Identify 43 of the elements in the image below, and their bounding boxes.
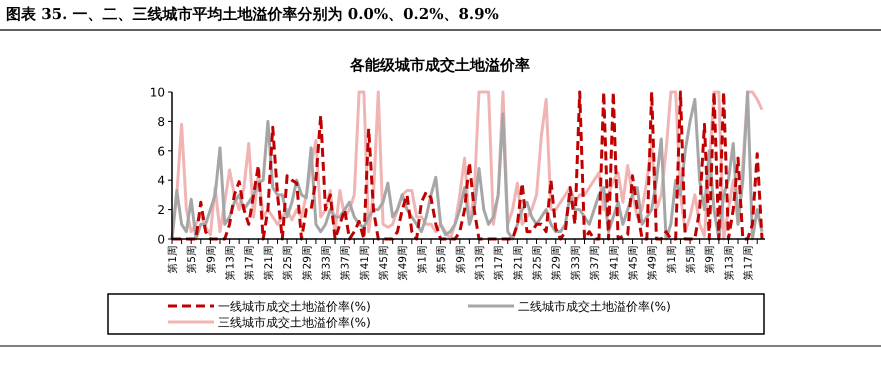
x-tick-label: 第33周: [570, 245, 582, 280]
x-tick-label: 第5周: [436, 245, 448, 274]
x-tick-label: 第37周: [340, 245, 352, 280]
x-tick-label: 第17周: [742, 245, 755, 280]
x-tick-label: 第25周: [282, 245, 294, 280]
x-tick-label: 第49周: [646, 245, 659, 280]
chart-title: 图表 35. 一、二、三线城市平均土地溢价率分别为 0.0%、0.2%、8.9%: [6, 5, 499, 23]
legend-label: 二线城市成交土地溢价率(%): [518, 300, 671, 314]
y-tick-label: 2: [157, 203, 165, 218]
y-tick-label: 8: [157, 114, 165, 129]
x-tick-label: 第17周: [244, 245, 256, 280]
y-tick-label: 4: [157, 174, 165, 188]
x-tick-label: 第17周: [493, 245, 506, 280]
x-tick-label: 第9周: [704, 245, 716, 274]
x-tick-label: 第1周: [416, 245, 428, 274]
y-tick-label: 0: [157, 232, 165, 246]
x-tick-label: 第45周: [378, 245, 390, 280]
x-tick-label: 第13周: [224, 245, 237, 280]
x-tick-label: 第33周: [320, 245, 332, 280]
x-tick-label: 第13周: [474, 245, 486, 280]
x-tick-label: 第9周: [205, 245, 218, 274]
legend-label: 一线城市成交土地溢价率(%): [218, 300, 371, 314]
x-tick-label: 第5周: [186, 245, 198, 274]
x-tick-label: 第41周: [608, 245, 620, 280]
x-tick-label: 第21周: [262, 245, 275, 280]
x-tick-label: 第1周: [167, 245, 179, 274]
x-tick-label: 第45周: [627, 245, 640, 280]
legend-label: 三线城市成交土地溢价率(%): [218, 316, 371, 330]
x-tick-label: 第13周: [723, 245, 736, 280]
x-tick-label: 第41周: [358, 245, 371, 280]
x-tick-label: 第1周: [666, 245, 678, 274]
x-tick-label: 第25周: [532, 245, 544, 280]
chart-subtitle: 各能级城市成交土地溢价率: [349, 56, 530, 74]
x-tick-label: 第29周: [301, 245, 314, 280]
x-tick-label: 第5周: [685, 245, 698, 274]
x-tick-label: 第49周: [397, 245, 410, 280]
y-tick-label: 6: [157, 144, 165, 158]
y-tick-label: 10: [150, 86, 165, 100]
x-tick-label: 第29周: [550, 245, 563, 280]
x-tick-label: 第9周: [454, 245, 467, 274]
x-tick-label: 第37周: [589, 245, 602, 280]
line-series: [170, 90, 764, 240]
x-tick-label: 第21周: [512, 245, 524, 280]
